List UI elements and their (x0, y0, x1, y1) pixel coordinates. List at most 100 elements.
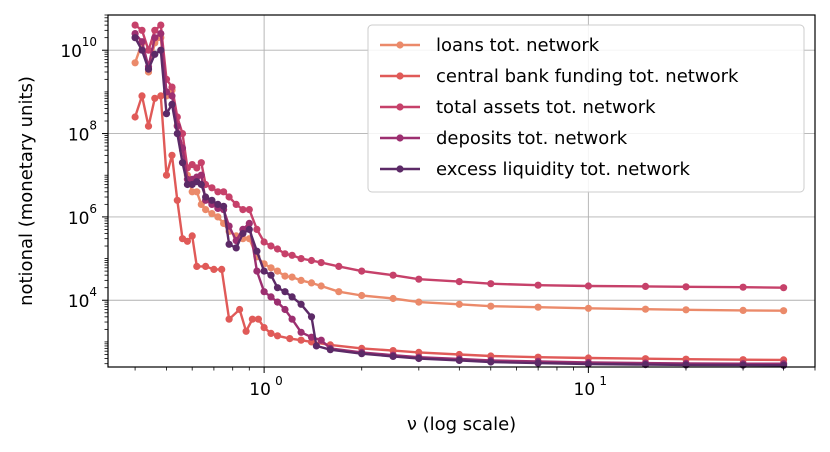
data-point (157, 92, 165, 100)
legend-entry: total assets tot. network (380, 97, 656, 118)
data-point (584, 304, 593, 312)
legend-label: central bank funding tot. network (436, 66, 739, 87)
series-line (134, 32, 784, 365)
data-point (260, 267, 268, 275)
data-point (335, 288, 343, 296)
data-point (173, 196, 181, 204)
y-tick-exponent: 8 (89, 119, 97, 133)
data-point (415, 298, 423, 306)
data-point (239, 206, 247, 214)
data-point (455, 278, 463, 286)
data-point (584, 360, 593, 368)
data-point (307, 313, 316, 321)
series-line (134, 23, 784, 289)
data-point (389, 352, 397, 360)
data-point (487, 302, 495, 310)
series-line (134, 37, 784, 367)
legend-label: total assets tot. network (436, 97, 656, 118)
data-point (739, 283, 747, 291)
legend-entry: excess liquidity tot. network (380, 159, 690, 180)
data-point (641, 305, 650, 313)
data-point (307, 279, 316, 287)
data-point (297, 300, 305, 308)
data-point (312, 342, 320, 350)
data-point (307, 256, 316, 265)
data-point (273, 245, 282, 253)
data-point (273, 267, 282, 275)
data-point (358, 350, 366, 358)
data-point (286, 335, 294, 343)
data-point (288, 251, 296, 259)
y-tick-label: 10 (68, 292, 90, 312)
x-tick-exponent: 0 (275, 374, 283, 388)
data-point (225, 193, 233, 201)
data-point (151, 50, 159, 58)
data-point (682, 283, 690, 291)
x-axis-title: ν (log scale) (407, 414, 516, 435)
data-point (188, 232, 196, 240)
data-point (138, 38, 146, 46)
data-point (297, 336, 305, 344)
data-point (220, 202, 228, 210)
data-point (208, 184, 216, 192)
y-tick-exponent: 4 (89, 285, 97, 299)
data-point (267, 271, 275, 279)
data-point (144, 46, 153, 54)
data-point (326, 346, 334, 354)
x-tick-label: 10 (574, 380, 596, 400)
legend-entry: deposits tot. network (380, 128, 628, 149)
data-point (151, 34, 159, 42)
data-point (214, 188, 222, 196)
data-point (267, 293, 275, 301)
data-point (193, 262, 201, 270)
data-point (151, 26, 159, 34)
data-point (260, 238, 268, 246)
legend-entry: central bank funding tot. network (380, 66, 739, 87)
data-point (225, 315, 233, 323)
data-point (317, 336, 325, 344)
data-point (214, 200, 222, 208)
data-point (183, 237, 191, 245)
series-layer (131, 21, 788, 369)
legend: loans tot. network central bank funding t… (367, 24, 805, 193)
y-tick-label: 10 (60, 42, 82, 62)
data-point (317, 282, 325, 290)
legend-label: loans tot. network (436, 35, 600, 56)
data-point (389, 294, 397, 303)
data-point (168, 92, 176, 100)
data-point (168, 151, 176, 159)
data-point (253, 225, 261, 233)
data-point (273, 298, 282, 306)
data-point (534, 359, 542, 367)
data-point (220, 188, 228, 196)
x-tick-label: 10 (249, 380, 271, 400)
data-point (131, 34, 139, 42)
data-point (307, 333, 316, 341)
data-point (739, 306, 747, 314)
data-point (780, 284, 788, 292)
data-point (239, 229, 247, 238)
data-point (281, 272, 289, 280)
data-point (682, 306, 690, 314)
legend-swatch-marker (396, 103, 404, 111)
data-point (281, 250, 289, 258)
data-point (487, 280, 495, 288)
data-point (197, 171, 205, 179)
data-point (197, 180, 205, 189)
data-point (260, 324, 268, 332)
data-point (208, 196, 216, 204)
data-point (236, 305, 244, 314)
data-point (197, 159, 205, 167)
data-point (254, 315, 262, 323)
data-point (415, 275, 423, 283)
y-axis-title: notional (monetary units) (16, 76, 37, 306)
data-point (202, 206, 210, 214)
data-point (273, 332, 282, 340)
data-point (232, 244, 240, 252)
x-tick-exponent: 1 (599, 374, 607, 388)
data-point (245, 225, 253, 233)
data-point (151, 94, 159, 102)
data-point (288, 315, 296, 323)
data-point (138, 46, 146, 54)
